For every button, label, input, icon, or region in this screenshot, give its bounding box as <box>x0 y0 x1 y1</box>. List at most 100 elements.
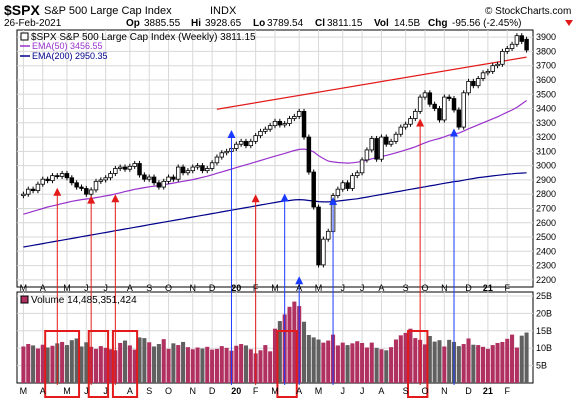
volume-x-tick-label: D <box>465 386 472 396</box>
volume-legend: Volume 14,485,351,424 <box>20 295 137 306</box>
price-tick-label: 2500 <box>536 232 556 242</box>
volume-bar <box>490 345 495 383</box>
volume-bar <box>287 306 292 383</box>
volume-bar <box>156 344 161 383</box>
volume-bar <box>40 344 45 383</box>
candle-body <box>509 43 515 49</box>
volume-x-tick-label: 20 <box>231 386 241 396</box>
volume-x-tick-label: A <box>296 386 302 396</box>
volume-bar <box>413 338 418 383</box>
candle-body <box>345 182 350 189</box>
candles <box>21 33 529 268</box>
price-x-tick-label: A <box>127 283 133 293</box>
candle-body <box>98 179 104 182</box>
volume-x-tick-label: O <box>421 386 428 396</box>
volume-bar <box>345 345 350 383</box>
volume-bar <box>277 321 282 383</box>
volume-x-tick-label: N <box>441 386 448 396</box>
change-value: -95.56 (-2.45%) <box>452 18 521 29</box>
volume-highlight-box <box>111 330 139 398</box>
volume-bar <box>398 335 403 383</box>
volume-bar <box>374 347 379 383</box>
volume-bar <box>98 346 103 383</box>
volume-x-tick-label: M <box>20 386 28 396</box>
volume-bar <box>258 350 263 383</box>
candle-body <box>340 182 345 190</box>
candle-body <box>277 120 283 126</box>
volume-bar <box>461 344 466 383</box>
candle-body <box>422 92 428 98</box>
date-label: 26-Feb-2021 <box>4 18 62 29</box>
volume-tick-label: 15B <box>536 326 552 336</box>
candle-body <box>146 176 152 180</box>
price-tick-label: 3800 <box>536 46 556 56</box>
price-x-tick-label: S <box>403 283 409 293</box>
candle-body <box>388 140 394 145</box>
candle-body <box>446 96 452 99</box>
price-tick-label: 3600 <box>536 75 556 85</box>
candle-body <box>74 182 79 188</box>
volume-x-tick-label: J <box>360 386 365 396</box>
candle-body <box>200 165 205 172</box>
candle-body <box>219 152 225 158</box>
candle-body <box>475 78 481 87</box>
candle-body <box>466 81 471 94</box>
price-x-tick-label: J <box>84 283 89 293</box>
volume-bar <box>79 346 84 383</box>
price-tick-label: 2300 <box>536 261 556 271</box>
volume-bar <box>137 337 142 383</box>
volume-tick-label: 5B <box>536 361 547 371</box>
candle-body <box>59 173 65 177</box>
candle-body <box>451 98 457 111</box>
candle-body <box>311 171 316 208</box>
close-value: 3811.15 <box>327 18 363 29</box>
volume-bar <box>369 342 374 383</box>
candle-body <box>127 165 133 170</box>
volume-bar <box>466 338 471 383</box>
candle-body <box>50 175 55 182</box>
price-x-tick-label: D <box>465 283 472 293</box>
candle-body <box>156 182 162 188</box>
volume-x-tick-label: S <box>403 386 409 396</box>
volume-bar <box>142 338 147 383</box>
candle-body <box>142 174 147 180</box>
volume-bar <box>127 345 132 383</box>
volume-x-tick-label: D <box>209 386 216 396</box>
red-arrow-head <box>53 187 62 196</box>
candle-body <box>161 180 166 188</box>
candle-body <box>325 230 331 240</box>
candle-body <box>45 178 50 182</box>
volume-bar <box>316 339 321 383</box>
candle-body <box>272 120 278 127</box>
candle-body <box>35 183 41 192</box>
low-label: Lo <box>253 18 265 29</box>
volume-bar <box>306 334 311 383</box>
brand-label: © StockCharts.com <box>485 6 571 17</box>
volume-x-tick-label: F <box>504 386 510 396</box>
candle-body <box>514 35 520 45</box>
volume-x-tick-label: F <box>253 386 259 396</box>
ema50-legend-label: EMA(50) 3456.55 <box>32 41 103 51</box>
volume-bar <box>166 348 171 383</box>
volume-x-tick-label: N <box>190 386 197 396</box>
volume-bar <box>64 345 69 383</box>
candle-body <box>103 177 108 181</box>
volume-bar <box>132 349 137 383</box>
volume-bar <box>447 339 452 383</box>
candle-body <box>417 96 423 112</box>
price-tick-label: 2600 <box>536 218 556 228</box>
volume-bar <box>437 340 442 383</box>
resistance-trendline <box>216 56 527 110</box>
volume-bar <box>239 344 244 383</box>
candle-body <box>355 172 360 177</box>
volume-bar <box>108 349 113 383</box>
candle-body <box>379 136 384 160</box>
volume-x-tick-label: 21 <box>483 386 493 396</box>
volume-bar <box>31 345 36 383</box>
volume-bar <box>485 348 490 383</box>
down-triangle-icon <box>565 20 573 26</box>
blue-arrow-head <box>280 193 289 202</box>
volume-bar <box>181 341 186 383</box>
volume-x-tick-label: A <box>40 386 46 396</box>
